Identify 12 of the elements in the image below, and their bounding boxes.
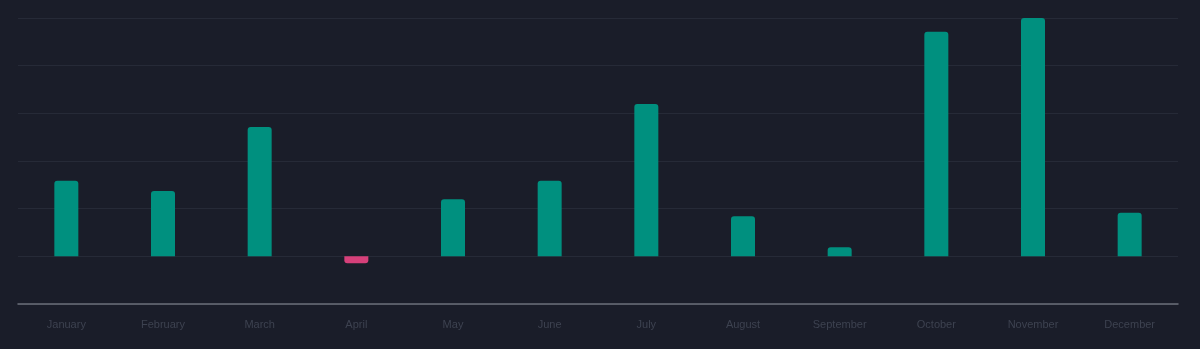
bar [1021, 18, 1045, 257]
bar [247, 126, 272, 257]
bar [1117, 212, 1142, 257]
bar [924, 31, 949, 257]
bar [151, 191, 175, 257]
bar [54, 180, 79, 257]
bar [441, 199, 465, 257]
bar [537, 180, 562, 257]
bar [344, 256, 369, 264]
bar [731, 216, 755, 257]
bar [827, 247, 852, 257]
bar [634, 104, 659, 257]
